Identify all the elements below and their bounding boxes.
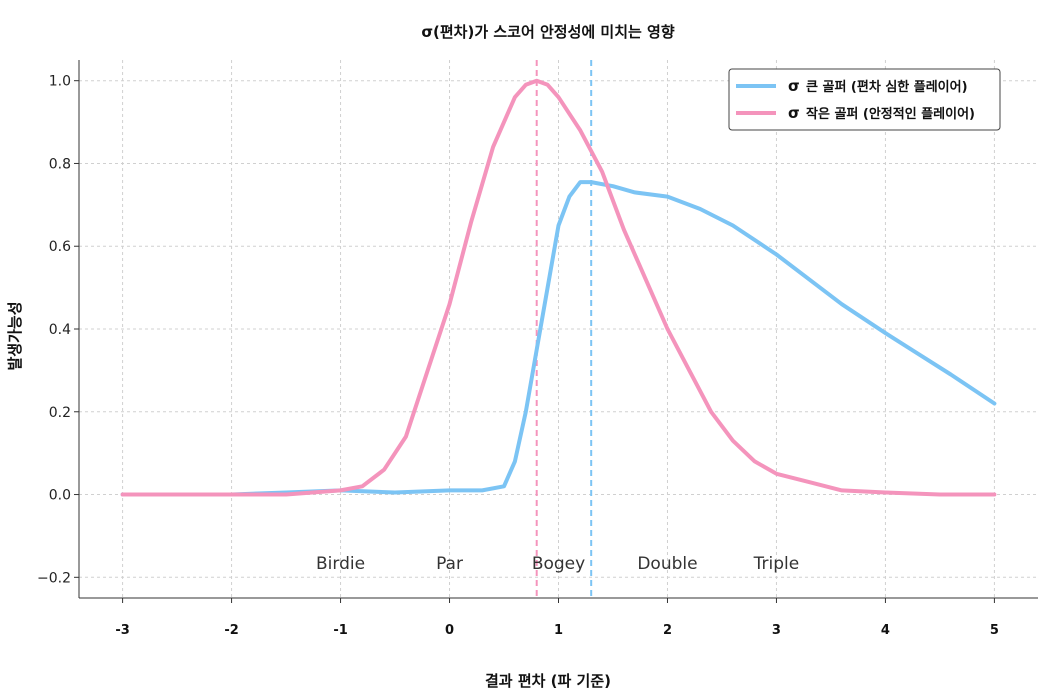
x-tick-label: -1: [333, 623, 347, 638]
y-tick-label: 0.0: [49, 488, 71, 504]
y-tick-label: −0.2: [37, 570, 71, 586]
score-annotation: Birdie: [316, 554, 365, 574]
series-line: [120, 180, 997, 497]
x-tick-label: 5: [990, 623, 999, 638]
y-tick-label: 0.8: [49, 156, 71, 172]
legend-box: [728, 68, 1001, 131]
legend: σ 큰 골퍼 (편차 심한 플레이어) σ 작은 골퍼 (안정적인 플레이어): [728, 68, 1001, 131]
y-tick-label: 1.0: [49, 74, 71, 90]
grid: [79, 60, 1038, 598]
legend-symbol: σ: [788, 104, 800, 122]
y-tick-label: 0.4: [49, 322, 71, 338]
x-tick-label: -2: [224, 623, 238, 638]
legend-label: 큰 골퍼 (편차 심한 플레이어): [806, 79, 968, 95]
x-tick-label: 2: [663, 623, 672, 638]
x-tick-label: 1: [554, 623, 563, 638]
x-axis-label: 결과 편차 (파 기준): [485, 672, 611, 690]
y-axis-label: 발생가능성: [6, 301, 24, 370]
y-tick-label: 0.2: [49, 405, 71, 421]
x-tick-label: -3: [115, 623, 129, 638]
y-axis-ticks: −0.2 0.0 0.2 0.4 0.6 0.8 1.0: [37, 74, 79, 586]
score-annotations: Birdie Par Bogey Double Triple: [316, 554, 799, 574]
x-tick-label: 0: [445, 623, 454, 638]
legend-symbol: σ: [788, 77, 800, 95]
chart-title: σ(편차)가 스코어 안정성에 미치는 영향: [421, 23, 674, 41]
legend-label: 작은 골퍼 (안정적인 플레이어): [806, 106, 975, 122]
x-tick-label: 3: [772, 623, 781, 638]
x-axis-ticks: -3 -2 -1 0 1 2 3 4 5: [115, 598, 999, 638]
score-annotation: Triple: [753, 554, 800, 574]
score-annotation: Bogey: [532, 554, 585, 574]
series-lines: [120, 78, 997, 497]
y-tick-label: 0.6: [49, 239, 71, 255]
x-tick-label: 4: [881, 623, 890, 638]
score-annotation: Double: [637, 554, 697, 574]
score-annotation: Par: [436, 554, 463, 574]
series-line: [120, 78, 997, 497]
